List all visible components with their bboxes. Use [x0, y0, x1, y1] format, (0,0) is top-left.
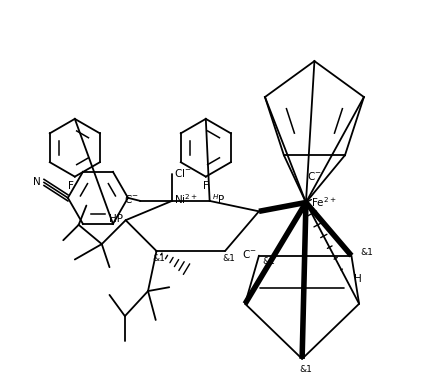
Text: &1: &1 [299, 365, 312, 374]
Text: H: H [354, 274, 361, 284]
Text: C$^{-}$: C$^{-}$ [306, 170, 321, 182]
Text: C$^{-}$: C$^{-}$ [242, 248, 256, 260]
Text: Ni$^{2+}$: Ni$^{2+}$ [173, 192, 198, 206]
Text: C$^{-}$: C$^{-}$ [124, 192, 138, 204]
Text: &1: &1 [359, 248, 372, 257]
Text: &1: &1 [222, 254, 235, 263]
Text: F: F [202, 181, 208, 191]
Text: F: F [68, 181, 74, 191]
Text: Cl$^{-}$: Cl$^{-}$ [173, 167, 191, 179]
Text: &1: &1 [152, 254, 164, 263]
Text: $^{H}$P: $^{H}$P [211, 192, 225, 206]
Text: &1: &1 [262, 257, 274, 266]
Text: HP: HP [108, 214, 122, 224]
Text: Fe$^{2+}$: Fe$^{2+}$ [310, 195, 336, 209]
Text: N: N [33, 177, 41, 187]
